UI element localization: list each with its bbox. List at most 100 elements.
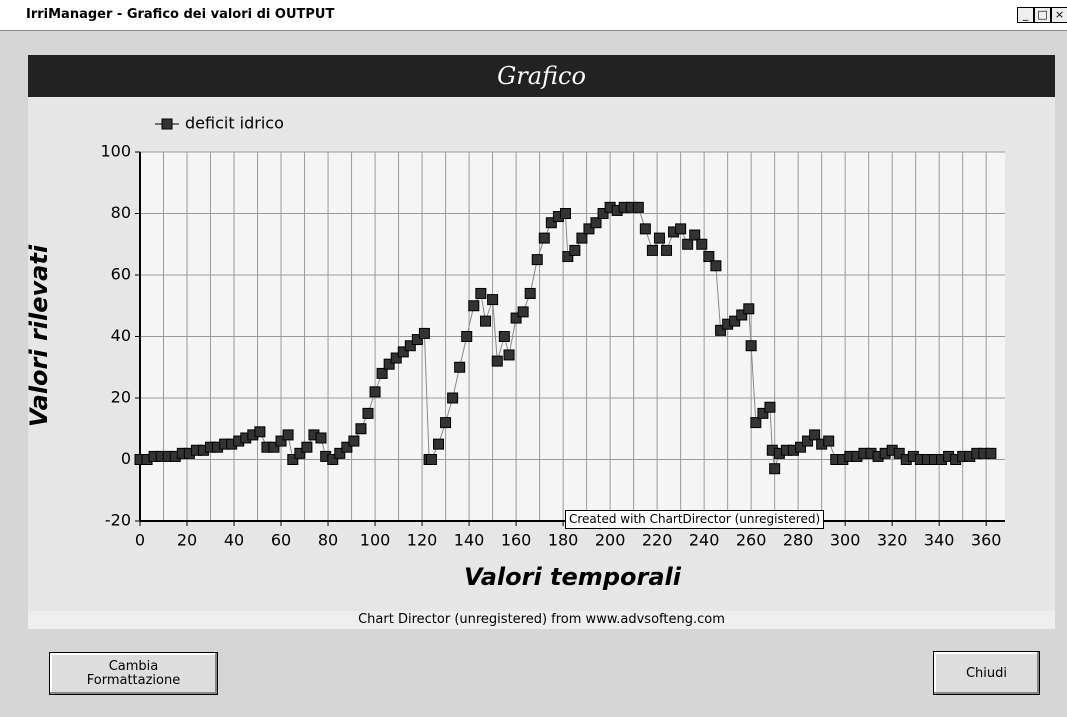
data-point [597, 208, 609, 219]
data-point [480, 315, 492, 327]
data-point [569, 244, 581, 256]
x-tick-label: 180 [548, 531, 579, 550]
x-tick-label: 200 [595, 531, 626, 550]
x-tick-label: 120 [407, 531, 438, 550]
y-tick-label: 0 [121, 449, 131, 468]
data-point [710, 260, 722, 272]
data-point [590, 217, 602, 229]
x-tick-label: 100 [360, 531, 391, 550]
x-tick-label: 40 [224, 531, 244, 550]
x-tick-label: 60 [271, 531, 291, 550]
x-tick-label: 140 [454, 531, 485, 550]
data-point [404, 340, 416, 352]
data-point [334, 447, 346, 459]
data-point [729, 315, 741, 327]
x-tick-label: 360 [971, 531, 1002, 550]
close-dialog-button[interactable]: Chiudi [933, 651, 1040, 695]
x-tick-label: 300 [830, 531, 861, 550]
x-axis-title: Valori temporali [464, 563, 682, 591]
close-button[interactable]: × [1051, 7, 1067, 23]
data-point [538, 232, 550, 244]
y-tick-label: 100 [100, 142, 131, 161]
x-tick-label: 240 [689, 531, 720, 550]
data-point [454, 361, 466, 373]
data-point [715, 324, 727, 336]
data-point [327, 454, 339, 465]
data-point [348, 435, 360, 447]
data-point [315, 432, 327, 444]
data-point [510, 312, 522, 324]
data-point [461, 331, 473, 342]
data-point [646, 244, 658, 256]
data-point [653, 232, 665, 244]
panel-title: Grafico [28, 55, 1055, 97]
data-point [397, 346, 409, 358]
data-point [985, 447, 997, 459]
data-point [294, 447, 306, 459]
data-point [764, 401, 776, 413]
data-point [750, 417, 762, 429]
data-point [383, 358, 395, 370]
data-point [531, 254, 543, 266]
data-point [411, 334, 423, 346]
x-tick-label: 280 [783, 531, 814, 550]
data-point [809, 429, 821, 441]
data-point [743, 303, 755, 315]
x-tick-label: 0 [135, 531, 145, 550]
data-point [757, 407, 769, 419]
x-tick-label: 80 [318, 531, 338, 550]
window-title: IrriManager - Grafico dei valori di OUTP… [26, 7, 335, 22]
y-tick-label: -20 [105, 511, 131, 530]
data-point [795, 441, 807, 453]
format-button[interactable]: Cambia Formattazione [49, 652, 218, 695]
x-tick-label: 320 [877, 531, 908, 550]
data-point [745, 340, 757, 352]
data-point [447, 392, 459, 404]
data-point [682, 238, 694, 250]
data-point [661, 244, 673, 256]
data-point [390, 352, 402, 364]
data-point [632, 201, 644, 213]
y-tick-label: 60 [111, 265, 131, 284]
data-point [268, 441, 280, 453]
data-point [562, 251, 574, 263]
data-point [376, 367, 388, 379]
data-point [736, 309, 748, 321]
y-axis-title: Valori rilevati [25, 244, 53, 427]
x-tick-label: 340 [924, 531, 955, 550]
x-tick-label: 20 [177, 531, 197, 550]
data-point [362, 407, 374, 419]
data-point [545, 217, 557, 229]
data-point [524, 287, 536, 299]
data-point [583, 223, 595, 235]
data-point [703, 251, 715, 263]
data-point [425, 454, 437, 465]
data-point [769, 463, 781, 475]
data-point [282, 429, 294, 441]
x-tick-label: 160 [501, 531, 532, 550]
legend-marker [161, 118, 173, 130]
data-point [287, 454, 299, 465]
y-tick-label: 80 [111, 203, 131, 222]
data-point [823, 435, 835, 447]
data-point [689, 229, 701, 241]
data-point [675, 223, 687, 235]
data-point [468, 300, 480, 312]
x-tick-label: 260 [736, 531, 767, 550]
data-point [355, 423, 367, 435]
legend-label: deficit idrico [185, 114, 284, 133]
footer: Chart Director (unregistered) from www.a… [28, 611, 1055, 629]
maximize-button[interactable]: □ [1034, 7, 1051, 23]
data-point [576, 232, 588, 244]
minimize-button[interactable]: _ [1017, 7, 1034, 23]
data-point [498, 331, 510, 342]
data-point [696, 238, 708, 250]
data-point [433, 438, 445, 450]
data-point [491, 355, 503, 367]
data-point [475, 287, 487, 299]
data-point [487, 294, 499, 306]
data-point [503, 349, 515, 361]
data-point [275, 435, 287, 447]
